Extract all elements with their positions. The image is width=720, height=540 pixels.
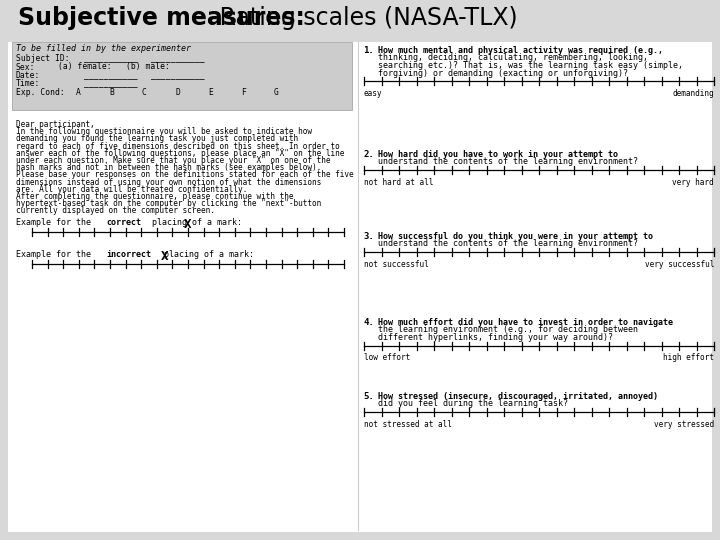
Text: How successful do you think you were in your attempt to: How successful do you think you were in … bbox=[378, 232, 653, 241]
Text: Date:: Date: bbox=[16, 71, 40, 80]
Text: X: X bbox=[161, 249, 168, 262]
Text: Dear participant,: Dear participant, bbox=[16, 120, 94, 129]
Text: F: F bbox=[241, 88, 246, 97]
Text: Subjective measures:: Subjective measures: bbox=[18, 6, 305, 30]
Text: Please base your responses on the definitions stated for each of the five: Please base your responses on the defini… bbox=[16, 171, 354, 179]
Text: How much effort did you have to invest in order to navigate: How much effort did you have to invest i… bbox=[378, 318, 673, 327]
Text: understand the contents of the learning environment?: understand the contents of the learning … bbox=[378, 240, 638, 248]
Text: the learning environment (e.g., for deciding between: the learning environment (e.g., for deci… bbox=[378, 326, 638, 334]
Text: Exp. Cond:: Exp. Cond: bbox=[16, 88, 65, 97]
Text: currently displayed on the computer screen.: currently displayed on the computer scre… bbox=[16, 206, 215, 215]
Text: different hyperlinks, finding your way around)?: different hyperlinks, finding your way a… bbox=[378, 333, 613, 342]
Text: E: E bbox=[208, 88, 213, 97]
Text: C: C bbox=[142, 88, 147, 97]
Text: How stressed (insecure, discouraged, irritated, annoyed): How stressed (insecure, discouraged, irr… bbox=[378, 392, 658, 401]
Text: 2.: 2. bbox=[363, 150, 374, 159]
Text: very stressed: very stressed bbox=[654, 420, 714, 429]
Text: incorrect: incorrect bbox=[106, 249, 151, 259]
Text: not stressed at all: not stressed at all bbox=[364, 420, 452, 429]
Text: easy: easy bbox=[364, 89, 382, 98]
Text: D: D bbox=[175, 88, 180, 97]
Text: ___________: ___________ bbox=[151, 71, 204, 80]
Text: did you feel during the learning task?: did you feel during the learning task? bbox=[378, 400, 568, 408]
Text: How hard did you have to work in your attempt to: How hard did you have to work in your at… bbox=[378, 150, 618, 159]
Text: Sex:: Sex: bbox=[16, 63, 35, 71]
Text: hypertext-based task on the computer by clicking the "next"-button: hypertext-based task on the computer by … bbox=[16, 199, 321, 208]
Text: understand the contents of the learning environment?: understand the contents of the learning … bbox=[378, 158, 638, 166]
Text: not successful: not successful bbox=[364, 260, 428, 269]
Text: are. All your data will be treated confidentially.: are. All your data will be treated confi… bbox=[16, 185, 247, 194]
Text: A: A bbox=[76, 88, 81, 97]
Text: 3.: 3. bbox=[363, 232, 374, 241]
Text: placing of a mark:: placing of a mark: bbox=[147, 218, 242, 227]
Text: X: X bbox=[184, 218, 192, 231]
Bar bbox=[0, 0, 720, 40]
Text: 1.: 1. bbox=[363, 46, 374, 55]
Text: regard to each of five dimensions described on this sheet. In order to: regard to each of five dimensions descri… bbox=[16, 141, 340, 151]
Text: dimensions instead of using your own notion of what the dimensions: dimensions instead of using your own not… bbox=[16, 178, 321, 187]
Text: G: G bbox=[274, 88, 279, 97]
Text: Example for the: Example for the bbox=[16, 218, 96, 227]
Text: In the following questionnaire you will be asked to indicate how: In the following questionnaire you will … bbox=[16, 127, 312, 136]
Text: How much mental and physical activity was required (e.g.,: How much mental and physical activity wa… bbox=[378, 46, 663, 55]
Text: Time:: Time: bbox=[16, 79, 40, 89]
Text: Rating scales (NASA-TLX): Rating scales (NASA-TLX) bbox=[212, 6, 518, 30]
Text: (b) male:: (b) male: bbox=[126, 63, 170, 71]
Text: ___________: ___________ bbox=[151, 54, 204, 63]
Text: After completing the questionnaire, please continue with the: After completing the questionnaire, plea… bbox=[16, 192, 294, 201]
Text: ___________: ___________ bbox=[84, 79, 138, 89]
Text: not hard at all: not hard at all bbox=[364, 178, 433, 187]
Text: hash marks and not in between the hash marks (see examples below).: hash marks and not in between the hash m… bbox=[16, 163, 321, 172]
Text: low effort: low effort bbox=[364, 354, 410, 362]
Text: very hard: very hard bbox=[672, 178, 714, 187]
Text: correct: correct bbox=[106, 218, 141, 227]
Text: ___________: ___________ bbox=[84, 54, 138, 63]
Text: Example for the: Example for the bbox=[16, 249, 96, 259]
Text: forgiving) or demanding (exacting or unforgiving)?: forgiving) or demanding (exacting or unf… bbox=[378, 69, 628, 78]
Text: searching etc.)? That is, was the learning task easy (simple,: searching etc.)? That is, was the learni… bbox=[378, 61, 683, 70]
Bar bbox=[12, 42, 352, 110]
Text: B: B bbox=[109, 88, 114, 97]
Text: answer each of the following questions, please place an "X" on the line: answer each of the following questions, … bbox=[16, 149, 344, 158]
Text: To be filled in by the experimenter: To be filled in by the experimenter bbox=[16, 44, 191, 53]
Text: 5.: 5. bbox=[363, 392, 374, 401]
Text: demanding: demanding bbox=[672, 89, 714, 98]
Text: placing of a mark:: placing of a mark: bbox=[159, 249, 254, 259]
Text: under each question. Make sure that you place your "X" on one of the: under each question. Make sure that you … bbox=[16, 156, 330, 165]
Text: (a) female:: (a) female: bbox=[58, 63, 112, 71]
Text: demanding you found the learning task you just completed with: demanding you found the learning task yo… bbox=[16, 134, 298, 144]
Text: high effort: high effort bbox=[663, 354, 714, 362]
Text: Subject ID:: Subject ID: bbox=[16, 54, 70, 63]
Text: ___________: ___________ bbox=[84, 71, 138, 80]
Text: 4.: 4. bbox=[363, 318, 374, 327]
Text: very successful: very successful bbox=[644, 260, 714, 269]
Text: thinking, deciding, calculating, remembering, looking,: thinking, deciding, calculating, remembe… bbox=[378, 53, 648, 63]
